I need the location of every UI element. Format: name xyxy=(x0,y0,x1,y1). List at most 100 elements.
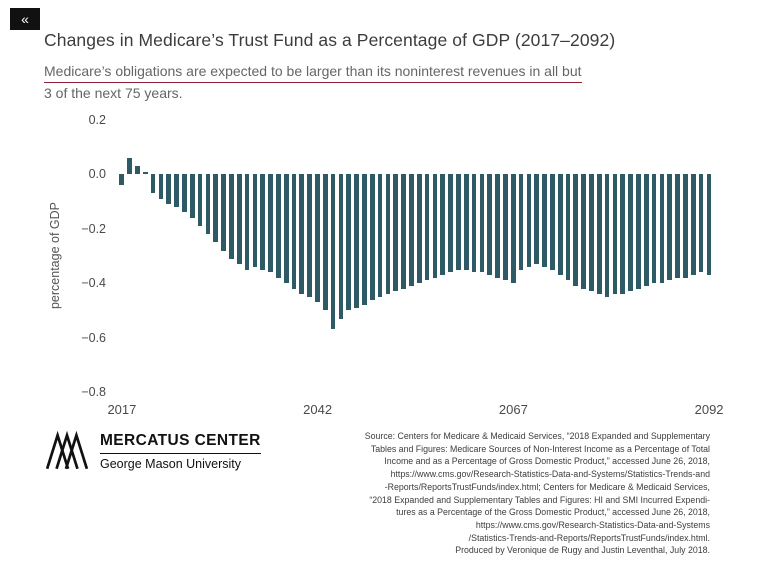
bar-2048 xyxy=(362,174,367,305)
x-tick-label: 2092 xyxy=(694,402,724,417)
bar-2042 xyxy=(315,174,320,303)
bar-2034 xyxy=(252,174,258,267)
bar-2073 xyxy=(557,174,563,276)
bar-2021 xyxy=(150,174,156,194)
bar-2077 xyxy=(589,174,594,292)
bar-2043 xyxy=(322,174,328,311)
mercatus-logo-title: MERCATUS CENTER xyxy=(100,431,261,449)
y-tick-label: −0.8 xyxy=(81,385,106,399)
mercatus-logo-subtitle: George Mason University xyxy=(100,452,261,471)
bar-2035 xyxy=(260,174,266,270)
bar-2089 xyxy=(683,174,688,278)
source-line: -Reports/ReportsTrustFunds/index.html; C… xyxy=(384,481,710,492)
bar-2040 xyxy=(299,174,305,295)
mercatus-m-icon xyxy=(45,430,89,470)
bar-2020 xyxy=(142,171,148,175)
bar-2070 xyxy=(534,174,540,265)
bar-2085 xyxy=(651,174,657,284)
bar-2025 xyxy=(182,174,187,213)
x-tick-label: 2017 xyxy=(107,402,137,417)
bar-2050 xyxy=(377,174,383,297)
bar-2056 xyxy=(424,174,430,281)
bar-2078 xyxy=(596,174,602,295)
bar-2082 xyxy=(628,174,633,292)
bar-2074 xyxy=(565,174,571,281)
source-line: Produced by Veronique de Rugy and Justin… xyxy=(455,545,710,556)
bar-2092 xyxy=(706,174,712,276)
bar-2044 xyxy=(330,174,336,330)
bar-2031 xyxy=(229,174,234,259)
bar-2029 xyxy=(213,174,219,243)
bar-2037 xyxy=(275,174,281,278)
bar-2080 xyxy=(612,174,618,295)
bar-2030 xyxy=(221,174,226,251)
y-axis-ticks: 0.2 0.0 −0.2 −0.4 −0.6 −0.8 xyxy=(0,113,106,399)
bar-2047 xyxy=(354,174,359,308)
source-line: Income and as a Percentage of Gross Dome… xyxy=(384,456,710,467)
bar-2057 xyxy=(432,174,438,278)
source-note: Source: Centers for Medicare & Medicaid … xyxy=(330,430,710,557)
bar-2054 xyxy=(409,174,414,286)
bar-2069 xyxy=(526,174,532,267)
bar-2061 xyxy=(463,174,469,270)
y-tick-label: 0.2 xyxy=(88,113,106,127)
x-tick-label: 2042 xyxy=(303,402,333,417)
bar-2022 xyxy=(158,174,164,199)
bar-2083 xyxy=(636,174,641,289)
mercatus-logo-text: MERCATUS CENTER George Mason University xyxy=(100,432,261,471)
chart-subtitle: Medicare’s obligations are expected to b… xyxy=(44,60,734,104)
bar-2086 xyxy=(659,174,665,284)
bar-2039 xyxy=(291,174,297,289)
bar-2065 xyxy=(495,174,500,278)
bar-2068 xyxy=(518,174,524,270)
bar-2049 xyxy=(369,174,375,300)
source-line: Tables and Figures: Medicare Sources of … xyxy=(370,443,710,454)
bar-2081 xyxy=(620,174,626,295)
y-tick-label: −0.2 xyxy=(81,221,106,236)
source-line: Source: Centers for Medicare & Medicaid … xyxy=(364,431,710,441)
chart-title: Changes in Medicare’s Trust Fund as a Pe… xyxy=(44,30,616,50)
subtitle-line-2: 3 of the next 75 years. xyxy=(44,85,183,101)
bar-2023 xyxy=(166,174,172,205)
bar-2087 xyxy=(667,174,673,281)
bar-2053 xyxy=(401,174,406,289)
bar-2046 xyxy=(346,174,352,311)
bar-2028 xyxy=(205,174,211,235)
source-line: https://www.cms.gov/Research-Statistics-… xyxy=(390,469,710,480)
bar-2059 xyxy=(448,174,453,273)
source-line: /Statistics-Trends-and-Reports/ReportsTr… xyxy=(468,532,710,543)
bar-2067 xyxy=(510,174,516,284)
x-axis-ticks: 2017 2042 2067 2092 xyxy=(107,402,723,422)
y-tick-label: 0.0 xyxy=(88,167,106,182)
bar-2072 xyxy=(550,174,555,270)
x-tick-label: 2067 xyxy=(498,402,528,417)
mercatus-logo: MERCATUS CENTER George Mason University xyxy=(44,430,261,472)
source-line: https://www.cms.gov/Research-Statistics-… xyxy=(475,519,710,530)
collapse-menu-button[interactable]: « xyxy=(10,8,40,30)
bar-2071 xyxy=(542,174,547,267)
source-line: tures as a Percentage of the Gross Domes… xyxy=(396,507,710,518)
bar-2066 xyxy=(503,174,508,281)
y-tick-label: −0.4 xyxy=(81,276,106,291)
bar-2045 xyxy=(338,174,344,319)
bar-2060 xyxy=(456,174,461,270)
bar-2051 xyxy=(385,174,391,295)
subtitle-line-1: Medicare’s obligations are expected to b… xyxy=(44,63,582,83)
bar-2088 xyxy=(675,174,680,278)
bar-2055 xyxy=(416,174,422,284)
bar-2090 xyxy=(690,174,696,276)
bar-2064 xyxy=(487,174,493,276)
bar-2091 xyxy=(698,174,704,273)
chevron-double-left-icon: « xyxy=(21,11,29,27)
bar-2038 xyxy=(283,174,289,284)
y-tick-label: −0.6 xyxy=(81,330,106,345)
bar-2018 xyxy=(127,158,132,175)
bar-2076 xyxy=(581,174,586,289)
bar-2024 xyxy=(174,174,179,208)
bar-2027 xyxy=(197,174,203,227)
bar-2033 xyxy=(244,174,250,270)
bar-2036 xyxy=(268,174,273,273)
bar-2032 xyxy=(236,174,242,265)
source-line: “2018 Expanded and Supplementary Tables … xyxy=(369,494,710,505)
bar-2052 xyxy=(393,174,399,292)
